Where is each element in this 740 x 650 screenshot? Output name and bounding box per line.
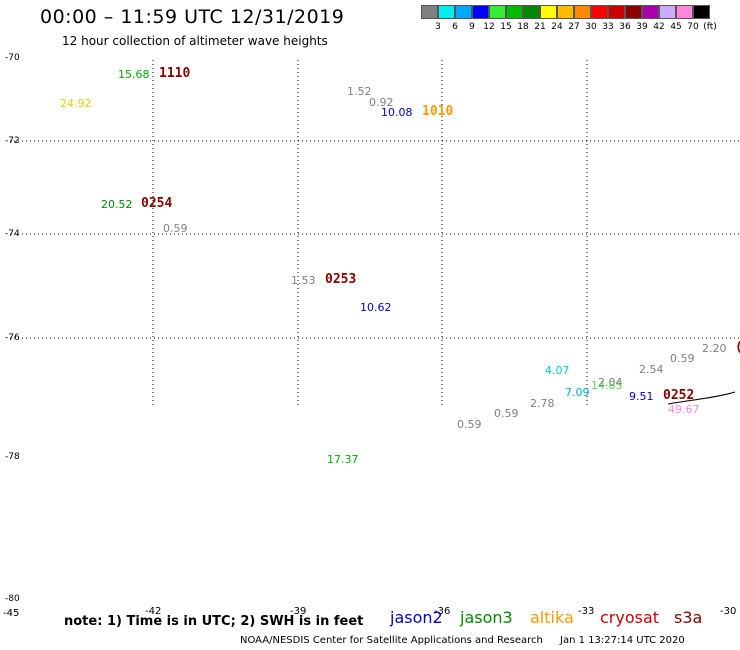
legend-altika: altika (530, 608, 574, 627)
wave-height-value: 10.08 (381, 106, 413, 119)
color-scale-labels: 3 6 9 12 15 18 21 24 27 30 33 36 39 42 45 70 (ft) (421, 22, 740, 34)
color-scale-label: 30 (585, 22, 597, 32)
color-scale-label: 70 (687, 22, 699, 32)
wave-height-value: 2.20 (702, 342, 727, 355)
map-title: 00:00 – 11:59 UTC 12/31/2019 (40, 6, 345, 28)
color-scale-label: 3 (435, 22, 441, 32)
color-scale-swatch (642, 5, 659, 19)
color-scale-swatch (421, 5, 438, 19)
legend-cryosat: cryosat (600, 608, 660, 627)
pass-time-label: 0252 (663, 388, 695, 403)
pass-time-label: 1110 (159, 66, 191, 81)
color-scale-label: 45 (670, 22, 682, 32)
wave-height-value: 17.37 (327, 453, 359, 466)
color-scale-label: 12 (483, 22, 495, 32)
map-subtitle: 12 hour collection of altimeter wave hei… (62, 34, 328, 48)
wave-height-value: 7.09 (565, 386, 590, 399)
color-scale-swatch (506, 5, 523, 19)
wave-height-value: 20.52 (101, 198, 133, 211)
lat-label: -78 (5, 452, 20, 462)
color-scale-swatch (472, 5, 489, 19)
footer-note: note: 1) Time is in UTC; 2) SWH is in fe… (64, 614, 364, 629)
color-scale (421, 5, 710, 19)
color-scale-swatch (693, 5, 710, 19)
pass-time-label: 0253 (325, 272, 357, 287)
legend-jason3: jason3 (460, 608, 513, 627)
wave-height-value: 0.59 (457, 418, 482, 431)
color-scale-label: 42 (653, 22, 665, 32)
color-scale-label: 24 (551, 22, 563, 32)
color-scale-label: 6 (452, 22, 458, 32)
color-scale-label: 36 (619, 22, 631, 32)
lat-label: -76 (5, 333, 20, 343)
lon-label: -45 (3, 608, 20, 619)
color-scale-swatch (523, 5, 540, 19)
color-scale-swatch (557, 5, 574, 19)
color-scale-swatch (438, 5, 455, 19)
color-scale-label: 15 (500, 22, 512, 32)
wave-height-value: 0.59 (163, 222, 188, 235)
color-scale-label: 27 (568, 22, 580, 32)
legend-jason2: jason2 (390, 608, 443, 627)
lat-label: -70 (5, 53, 20, 63)
wave-height-value: 10.62 (360, 301, 392, 314)
wave-height-value: 2.54 (639, 363, 664, 376)
generated-timestamp: Jan 1 13:27:14 UTC 2020 (560, 635, 685, 646)
wave-height-value: 49.67 (668, 403, 700, 416)
color-scale-swatch (540, 5, 557, 19)
coastline (667, 391, 736, 405)
wave-height-value: 15.68 (118, 68, 150, 81)
wave-height-value: 0.59 (670, 352, 695, 365)
wave-height-value: 4.07 (545, 364, 570, 377)
color-scale-swatch (574, 5, 591, 19)
lat-label: -80 (5, 594, 20, 604)
color-scale-swatch (659, 5, 676, 19)
footer-credit: NOAA/NESDIS Center for Satellite Applica… (240, 635, 685, 646)
lat-label: -74 (5, 229, 20, 239)
wave-height-value: 1.53 (291, 274, 316, 287)
color-scale-label: 18 (517, 22, 529, 32)
lon-label: -36 (434, 606, 451, 617)
wave-height-value: 1.52 (347, 85, 372, 98)
lon-label: -33 (578, 606, 595, 617)
color-scale-swatch (608, 5, 625, 19)
color-scale-swatch (489, 5, 506, 19)
color-scale-label: 21 (534, 22, 546, 32)
color-scale-swatch (591, 5, 608, 19)
color-scale-swatch (455, 5, 472, 19)
lon-label: -30 (720, 606, 737, 617)
wave-height-value: 24.92 (60, 97, 92, 110)
wave-height-value: 9.51 (629, 390, 654, 403)
lat-label: -72 (5, 136, 20, 146)
color-scale-label: (ft) (703, 22, 717, 32)
color-scale-label: 39 (636, 22, 648, 32)
wave-height-value: 2.04 (598, 376, 623, 389)
pass-time-label: 0254 (141, 196, 173, 211)
wave-height-value: 0.59 (494, 407, 519, 420)
lon-label: -39 (290, 606, 307, 617)
wave-height-value: 2.78 (530, 397, 555, 410)
color-scale-swatch (625, 5, 642, 19)
color-scale-swatch (676, 5, 693, 19)
credit-text: NOAA/NESDIS Center for Satellite Applica… (240, 635, 543, 646)
pass-time-label: 1010 (422, 104, 454, 119)
partial-label: ( (735, 340, 740, 355)
legend-s3a: s3a (674, 608, 703, 627)
lon-label: -42 (145, 606, 162, 617)
wave-height-value: 0.92 (369, 96, 394, 109)
color-scale-label: 33 (602, 22, 614, 32)
wave-height-value: 14.85 (591, 379, 623, 392)
color-scale-label: 9 (469, 22, 475, 32)
